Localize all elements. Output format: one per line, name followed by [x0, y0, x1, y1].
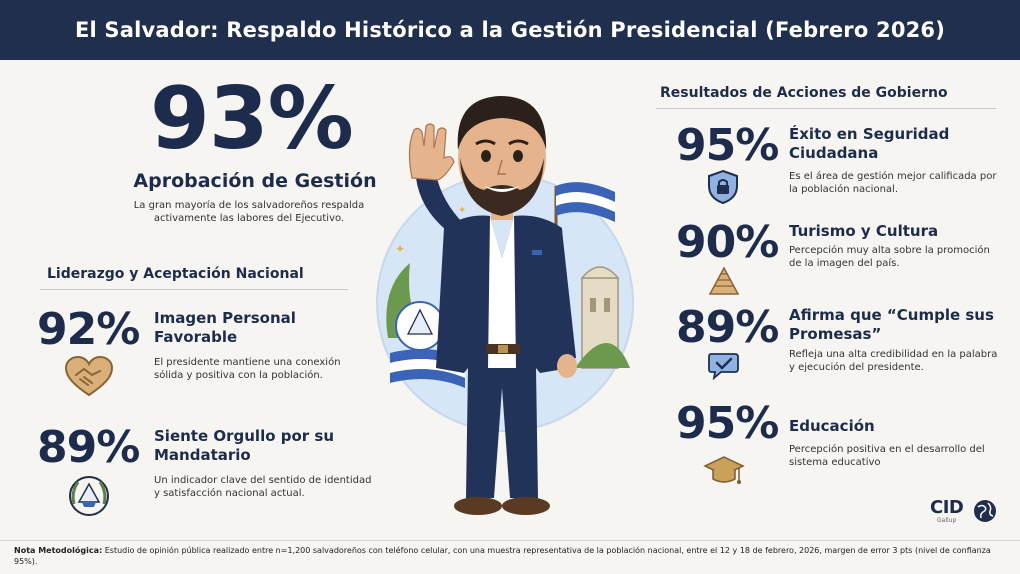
- approval-label: Aprobación de Gestión: [133, 170, 377, 192]
- methodology-label: Nota Metodológica:: [14, 546, 103, 555]
- graduation-cap-icon: [703, 456, 745, 484]
- national-coat-of-arms-icon: [69, 476, 109, 516]
- tourism-percent: 90%: [676, 217, 779, 268]
- education-percent: 95%: [676, 398, 779, 449]
- page-title: El Salvador: Respaldo Histórico a la Ges…: [74, 18, 946, 42]
- tourism-description: Percepción muy alta sobre la promoción d…: [789, 245, 990, 269]
- chat-check-icon: [708, 353, 739, 380]
- methodology-note: Nota Metodológica: Estudio de opinión pú…: [0, 540, 1020, 574]
- svg-text:✦: ✦: [458, 205, 466, 216]
- results-divider: [656, 108, 996, 109]
- pyramid-icon: [708, 266, 740, 295]
- image-favorable-description: El presidente mantiene una conexión sóli…: [154, 357, 341, 381]
- svg-text:✦: ✦: [395, 242, 405, 256]
- promises-percent: 89%: [676, 302, 779, 353]
- pride-percent: 89%: [37, 422, 140, 473]
- approval-percent: 93%: [150, 69, 354, 169]
- image-favorable-title: Imagen Personal Favorable: [154, 309, 296, 346]
- pride-description: Un indicador clave del sentido de identi…: [154, 475, 372, 499]
- cid-gallup-logo-sub: Gallup: [937, 517, 957, 524]
- leadership-section-title: Liderazgo y Aceptación Nacional: [47, 266, 304, 282]
- president-illustration: ✦ ✦: [376, 96, 634, 515]
- results-section-title: Resultados de Acciones de Gobierno: [660, 85, 948, 101]
- image-favorable-percent: 92%: [37, 304, 140, 355]
- cid-gallup-logo: CID: [930, 497, 964, 518]
- handshake-heart-icon: [64, 355, 114, 397]
- shield-lock-icon: [708, 169, 738, 205]
- globe-icon: [974, 500, 996, 522]
- security-title: Éxito en Seguridad Ciudadana: [789, 125, 950, 162]
- security-percent: 95%: [676, 120, 779, 171]
- pride-title: Siente Orgullo por su Mandatario: [154, 427, 335, 464]
- promises-title: Afirma que “Cumple sus Promesas”: [789, 306, 994, 343]
- approval-description: La gran mayoría de los salvadoreños resp…: [133, 200, 365, 224]
- education-description: Percepción positiva en el desarrollo del…: [789, 444, 985, 468]
- promises-description: Refleja una alta credibilidad en la pala…: [789, 349, 998, 373]
- security-description: Es el área de gestión mejor calificada p…: [789, 171, 997, 195]
- tourism-title: Turismo y Cultura: [789, 222, 939, 240]
- header-bar: El Salvador: Respaldo Histórico a la Ges…: [0, 0, 1020, 60]
- education-title: Educación: [789, 417, 875, 435]
- leadership-divider: [40, 289, 348, 290]
- methodology-text: Estudio de opinión pública realizado ent…: [14, 546, 991, 566]
